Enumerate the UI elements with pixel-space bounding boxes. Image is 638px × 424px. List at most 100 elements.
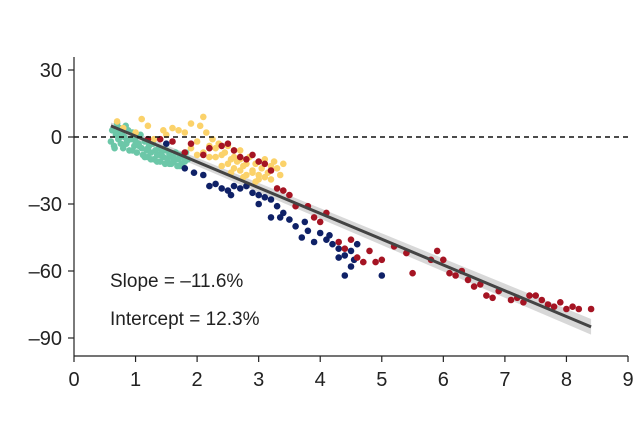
data-point bbox=[452, 272, 459, 279]
data-point bbox=[347, 263, 355, 270]
data-point bbox=[227, 191, 235, 199]
data-point bbox=[249, 189, 256, 197]
data-point bbox=[196, 122, 204, 130]
x-tick-label: 7 bbox=[499, 369, 510, 391]
data-point bbox=[483, 292, 490, 299]
data-point bbox=[335, 245, 343, 252]
data-point bbox=[347, 236, 355, 243]
x-tick-label: 0 bbox=[68, 369, 79, 391]
data-point bbox=[218, 162, 225, 170]
y-tick-label: 0 bbox=[51, 127, 62, 149]
data-point bbox=[544, 301, 552, 308]
data-point bbox=[316, 218, 324, 226]
data-point bbox=[273, 202, 281, 210]
x-tick-label: 2 bbox=[192, 369, 203, 391]
data-point bbox=[236, 185, 244, 192]
data-point bbox=[569, 303, 576, 311]
data-point bbox=[200, 171, 207, 179]
data-point bbox=[176, 162, 184, 170]
data-point bbox=[378, 256, 386, 264]
data-point bbox=[557, 299, 564, 306]
data-point bbox=[267, 214, 275, 221]
data-point bbox=[200, 113, 207, 121]
data-point bbox=[538, 296, 546, 304]
data-point bbox=[236, 153, 244, 161]
data-point bbox=[507, 296, 515, 304]
data-point bbox=[181, 129, 189, 136]
data-point bbox=[440, 256, 447, 264]
data-point bbox=[366, 247, 373, 255]
data-point bbox=[206, 153, 213, 161]
data-point bbox=[341, 245, 349, 252]
data-point bbox=[575, 305, 583, 313]
data-point bbox=[446, 269, 453, 277]
x-axis-ticks: 0 1 2 3 4 5 6 7 8 9 bbox=[68, 356, 634, 391]
data-point bbox=[132, 138, 139, 145]
series-1-points bbox=[113, 113, 287, 185]
x-tick-label: 9 bbox=[622, 369, 633, 391]
data-point bbox=[123, 140, 130, 147]
data-point bbox=[550, 303, 558, 311]
data-point bbox=[169, 124, 176, 132]
x-tick-label: 3 bbox=[253, 369, 264, 391]
y-tick-label: 30 bbox=[40, 60, 62, 82]
data-point bbox=[249, 169, 256, 176]
data-point bbox=[153, 158, 161, 165]
intercept-annotation: Intercept = 12.3% bbox=[110, 309, 260, 330]
x-tick-label: 1 bbox=[130, 369, 141, 391]
x-tick-label: 8 bbox=[561, 369, 572, 391]
data-point bbox=[218, 185, 225, 192]
data-point bbox=[166, 160, 173, 168]
data-point bbox=[147, 156, 155, 163]
data-point bbox=[273, 185, 281, 192]
data-point bbox=[156, 151, 164, 159]
data-point bbox=[464, 276, 472, 284]
data-point bbox=[280, 209, 287, 217]
data-point bbox=[587, 305, 595, 313]
data-point bbox=[129, 147, 136, 154]
data-point bbox=[187, 140, 195, 147]
data-point bbox=[249, 151, 256, 159]
data-point bbox=[218, 142, 225, 150]
data-point bbox=[261, 173, 269, 181]
x-tick-label: 4 bbox=[315, 369, 326, 391]
data-point bbox=[267, 196, 275, 203]
data-point bbox=[353, 240, 361, 248]
data-point bbox=[141, 153, 149, 161]
y-tick-label: –30 bbox=[29, 194, 62, 216]
data-point bbox=[526, 292, 533, 299]
data-point bbox=[409, 269, 416, 277]
data-point bbox=[326, 232, 333, 239]
data-point bbox=[169, 138, 176, 145]
data-point bbox=[111, 144, 118, 152]
data-point bbox=[347, 247, 355, 255]
x-tick-label: 5 bbox=[376, 369, 387, 391]
data-point bbox=[255, 200, 262, 208]
data-point bbox=[113, 118, 121, 125]
data-point bbox=[212, 153, 219, 161]
y-axis-ticks: 30 0 –30 –60 –90 bbox=[29, 60, 74, 350]
data-point bbox=[335, 254, 343, 261]
data-point bbox=[292, 223, 299, 230]
data-point bbox=[190, 169, 198, 176]
data-point bbox=[230, 182, 238, 190]
data-point bbox=[286, 216, 293, 223]
data-point bbox=[200, 151, 207, 159]
data-point bbox=[240, 173, 247, 181]
data-point bbox=[193, 151, 201, 159]
data-point bbox=[267, 176, 275, 183]
data-point bbox=[138, 115, 145, 123]
data-point bbox=[329, 240, 336, 248]
data-point bbox=[181, 165, 189, 172]
x-tick-label: 6 bbox=[438, 369, 449, 391]
data-point bbox=[372, 258, 379, 266]
data-point bbox=[310, 238, 318, 246]
data-point bbox=[301, 218, 309, 226]
data-point bbox=[433, 247, 441, 255]
data-point bbox=[353, 254, 361, 261]
data-point bbox=[172, 156, 179, 163]
data-point bbox=[563, 305, 570, 313]
data-point bbox=[360, 258, 367, 266]
data-point bbox=[261, 160, 269, 168]
